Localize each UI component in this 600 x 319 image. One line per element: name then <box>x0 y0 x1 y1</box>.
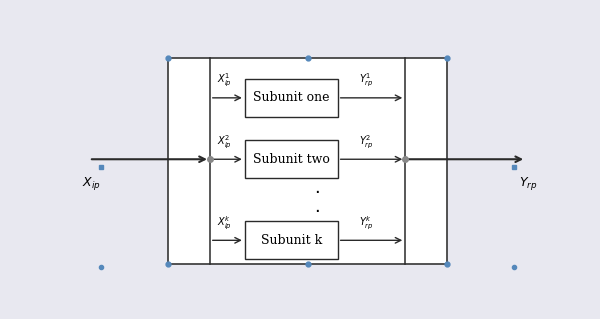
Text: Subunit k: Subunit k <box>260 234 322 247</box>
Text: $X_{ip}^{2}$: $X_{ip}^{2}$ <box>217 133 232 151</box>
Bar <box>245 140 338 178</box>
Text: $X_{ip}^{k}$: $X_{ip}^{k}$ <box>217 214 232 232</box>
Text: $Y_{rp}$: $Y_{rp}$ <box>519 175 538 192</box>
Text: Subunit two: Subunit two <box>253 153 329 166</box>
Bar <box>245 221 338 259</box>
Text: .: . <box>314 179 320 197</box>
Bar <box>168 58 447 264</box>
Text: $Y_{rp}^{2}$: $Y_{rp}^{2}$ <box>359 133 373 151</box>
Bar <box>245 79 338 117</box>
Text: Subunit one: Subunit one <box>253 91 329 104</box>
Text: $Y_{rp}^{k}$: $Y_{rp}^{k}$ <box>359 214 373 232</box>
Text: $X_{ip}^{1}$: $X_{ip}^{1}$ <box>217 72 232 89</box>
Text: .: . <box>314 198 320 216</box>
Text: $Y_{rp}^{1}$: $Y_{rp}^{1}$ <box>359 72 373 89</box>
Text: $X_{ip}$: $X_{ip}$ <box>82 175 101 192</box>
